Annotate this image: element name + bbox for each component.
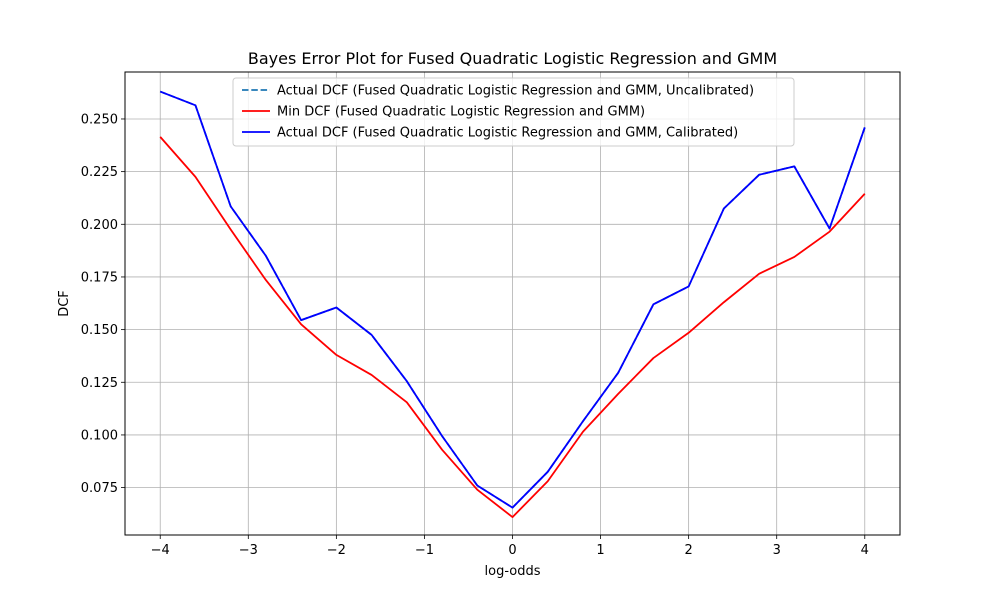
y-tick-label: 0.225 [81, 165, 118, 180]
y-tick-label: 0.100 [81, 428, 118, 443]
series-line-1 [159, 136, 866, 518]
y-tick-label: 0.175 [81, 270, 118, 285]
x-tick-label: −3 [239, 543, 258, 558]
x-tick-label: 3 [773, 543, 781, 558]
x-tick-label: 4 [861, 543, 869, 558]
x-tick-label: 2 [684, 543, 692, 558]
chart-title: Bayes Error Plot for Fused Quadratic Log… [248, 49, 777, 68]
y-axis-label: DCF [57, 290, 72, 317]
y-axis-ticks: 0.075 0.100 0.125 0.150 0.175 0.200 0.225 0.250 [81, 112, 125, 496]
series-line-2 [159, 90, 866, 509]
legend: Actual DCF (Fused Quadratic Logistic Reg… [232, 77, 795, 147]
legend-label-2: Actual DCF (Fused Quadratic Logistic Reg… [277, 126, 738, 141]
legend-label-0: Actual DCF (Fused Quadratic Logistic Reg… [277, 84, 754, 99]
legend-box [232, 77, 795, 147]
series-lines [159, 90, 866, 518]
y-tick-label: 0.200 [81, 218, 118, 233]
x-axis-label: log-odds [485, 564, 541, 579]
y-tick-label: 0.250 [81, 112, 118, 127]
x-axis-ticks: −4 −3 −2 −1 0 1 2 3 4 [151, 535, 869, 558]
x-tick-label: 0 [508, 543, 516, 558]
y-tick-label: 0.125 [81, 376, 118, 391]
x-tick-label: −4 [151, 543, 170, 558]
x-tick-label: −1 [415, 543, 434, 558]
grid [125, 72, 900, 535]
x-tick-label: 1 [596, 543, 604, 558]
y-tick-label: 0.075 [81, 481, 118, 496]
y-tick-label: 0.150 [81, 323, 118, 338]
x-tick-label: −2 [327, 543, 346, 558]
legend-label-1: Min DCF (Fused Quadratic Logistic Regres… [277, 105, 645, 120]
